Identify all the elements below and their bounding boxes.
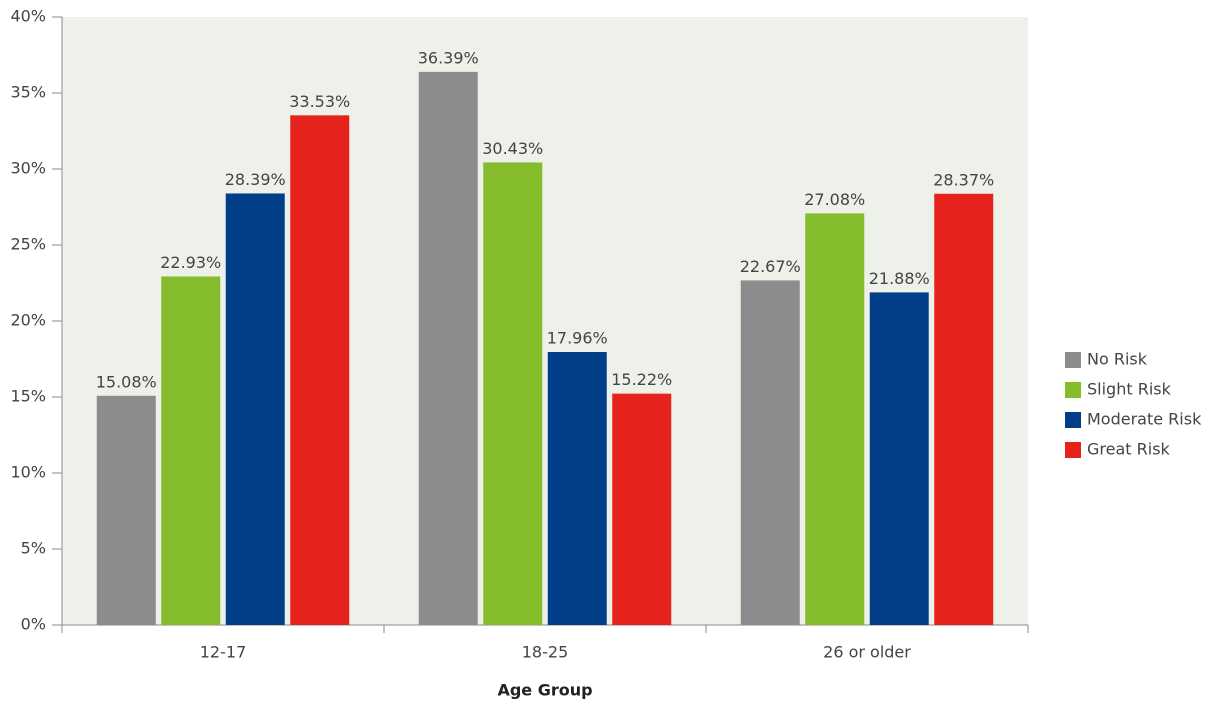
- value-label: 22.93%: [160, 253, 221, 272]
- y-tick-label: 25%: [10, 235, 46, 254]
- x-tick-label: 12-17: [200, 643, 247, 662]
- legend-swatch: [1065, 412, 1081, 428]
- bar: [290, 115, 350, 626]
- y-tick-label: 35%: [10, 83, 46, 102]
- legend-label: No Risk: [1087, 350, 1148, 369]
- y-tick-label: 5%: [21, 539, 46, 558]
- bar: [740, 280, 800, 625]
- value-label: 36.39%: [418, 48, 479, 67]
- value-label: 30.43%: [482, 139, 543, 158]
- legend-swatch: [1065, 352, 1081, 368]
- value-label: 15.08%: [96, 372, 157, 391]
- bar: [483, 162, 543, 626]
- value-label: 28.37%: [933, 170, 994, 189]
- x-tick-label: 18-25: [522, 643, 569, 662]
- x-axis-title: Age Group: [497, 681, 592, 700]
- x-tick-label: 26 or older: [823, 643, 911, 662]
- value-label: 33.53%: [289, 92, 350, 111]
- bar: [869, 292, 929, 625]
- bar: [934, 193, 994, 625]
- legend-label: Slight Risk: [1087, 380, 1172, 399]
- bar: [547, 352, 607, 625]
- value-label: 28.39%: [225, 170, 286, 189]
- bar: [161, 276, 221, 625]
- bar: [225, 193, 285, 626]
- y-tick-label: 0%: [21, 615, 46, 634]
- legend-label: Great Risk: [1087, 440, 1171, 459]
- bar: [96, 395, 156, 625]
- legend-swatch: [1065, 442, 1081, 458]
- value-label: 21.88%: [869, 269, 930, 288]
- bar: [612, 393, 672, 625]
- plot-background: [62, 17, 1028, 625]
- bar: [805, 213, 865, 625]
- legend-label: Moderate Risk: [1087, 410, 1202, 429]
- value-label: 15.22%: [611, 370, 672, 389]
- value-label: 27.08%: [804, 190, 865, 209]
- y-tick-label: 40%: [10, 7, 46, 26]
- legend-swatch: [1065, 382, 1081, 398]
- y-tick-label: 30%: [10, 159, 46, 178]
- bar: [418, 71, 478, 625]
- y-tick-label: 20%: [10, 311, 46, 330]
- value-label: 17.96%: [547, 329, 608, 348]
- y-tick-label: 15%: [10, 387, 46, 406]
- value-label: 22.67%: [740, 257, 801, 276]
- y-tick-label: 10%: [10, 463, 46, 482]
